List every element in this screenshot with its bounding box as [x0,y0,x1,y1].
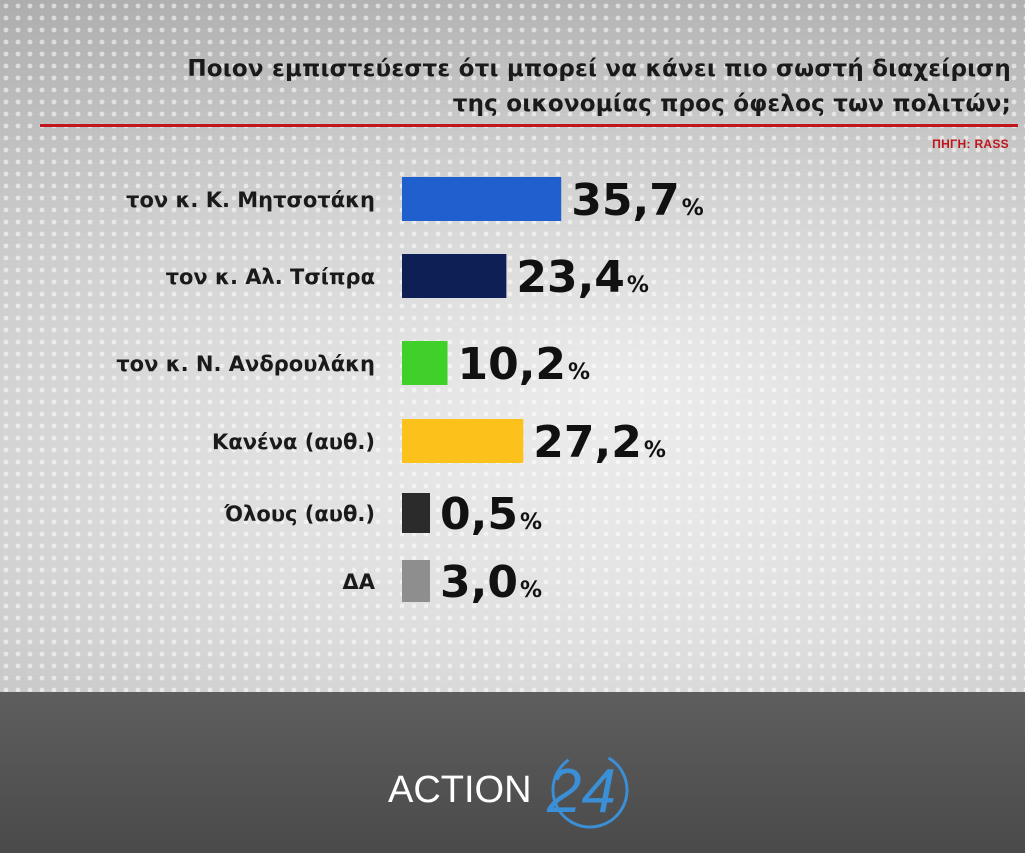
value-unit: % [520,578,542,603]
value-label: 27,2% [533,417,666,468]
value-number: 23,4 [516,252,625,303]
chart-area: Ποιον εμπιστεύεστε ότι μπορεί να κάνει π… [0,0,1025,692]
category-label: Όλους (αυθ.) [223,502,375,526]
bar [402,341,448,385]
value-unit: % [682,196,704,221]
chart-title: Ποιον εμπιστεύεστε ότι μπορεί να κάνει π… [187,52,1011,122]
logo-brand-number: 24 [546,757,616,826]
value-label: 3,0% [440,557,542,608]
bar [402,177,562,221]
bar-chart: τον κ. Κ. Μητσοτάκη 35,7% τον κ. Αλ. Τσίπρ… [116,175,704,608]
value-label: 0,5% [440,489,542,540]
footer-bar: ACTION 24 [0,692,1025,853]
category-label: τον κ. Αλ. Τσίπρα [166,265,375,289]
category-label: τον κ. Ν. Ανδρουλάκη [116,352,375,376]
value-number: 3,0 [440,557,518,608]
value-unit: % [520,510,542,535]
value-label: 10,2% [457,339,590,390]
value-number: 0,5 [440,489,518,540]
bar [402,254,507,298]
value-label: 23,4% [516,252,649,303]
value-unit: % [644,438,666,463]
category-label: Κανένα (αυθ.) [212,430,375,454]
source-label: ΠΗΓΗ: RASS [932,137,1009,151]
value-number: 10,2 [457,339,566,390]
bar [402,419,524,463]
halftone-background [0,0,1025,692]
value-number: 35,7 [571,175,680,226]
bar [402,560,430,602]
bar [402,493,430,533]
value-label: 35,7% [571,175,704,226]
category-label: τον κ. Κ. Μητσοτάκη [126,188,375,212]
value-unit: % [568,360,590,385]
value-unit: % [627,273,649,298]
title-line-1: Ποιον εμπιστεύεστε ότι μπορεί να κάνει π… [187,56,1011,82]
title-divider [40,124,1018,127]
value-number: 27,2 [533,417,642,468]
category-label: ΔΑ [342,570,375,594]
action24-logo: ACTION 24 [388,751,629,829]
logo-brand-text: ACTION [388,769,532,811]
title-line-2: της οικονομίας προς όφελος των πολιτών; [452,91,1011,117]
